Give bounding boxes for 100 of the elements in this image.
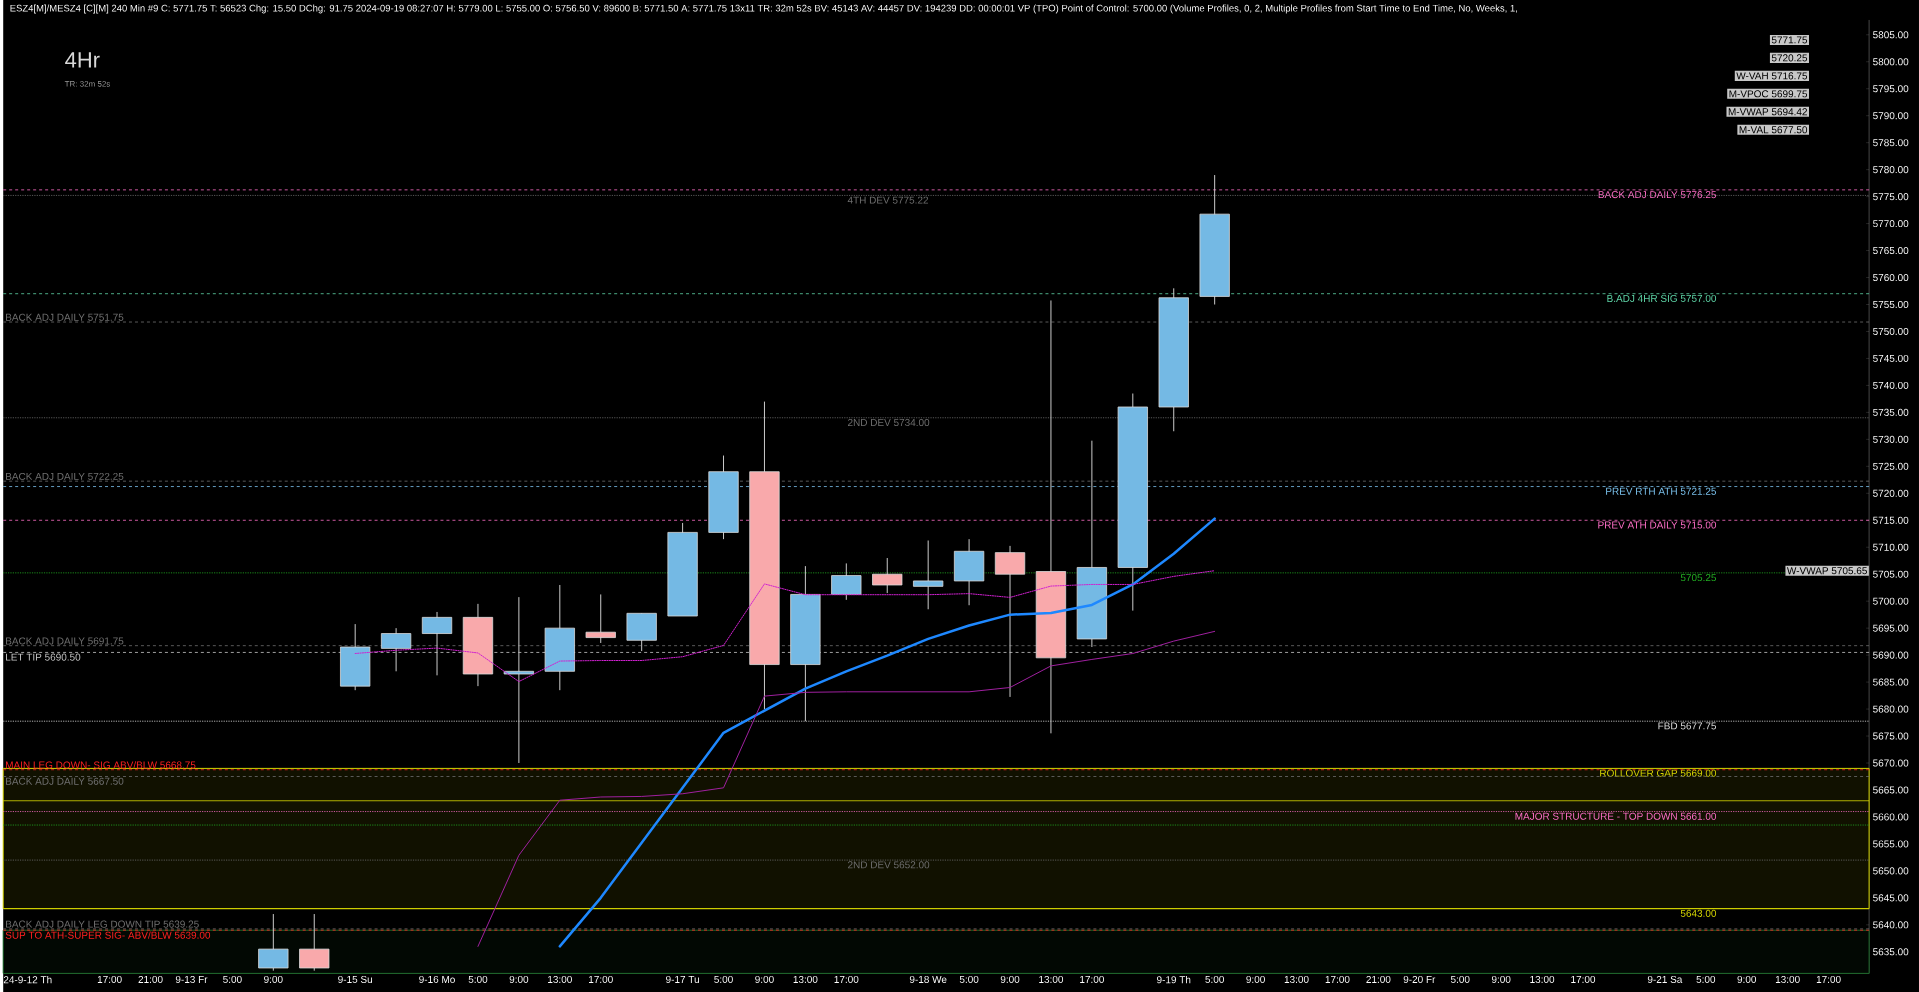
x-tick-label: 9:00 bbox=[755, 975, 774, 983]
y-tick-label: 5675.00 bbox=[1873, 732, 1909, 740]
annotation: M-VPOC 5699.75 bbox=[1729, 90, 1808, 98]
candlestick bbox=[913, 539, 944, 610]
y-tick-label: 5635.00 bbox=[1873, 948, 1909, 956]
y-tick-label: 5735.00 bbox=[1873, 408, 1909, 416]
x-tick-label: 5:00 bbox=[959, 975, 979, 983]
x-tick-label: 9:00 bbox=[264, 975, 283, 983]
x-tick-label: 13:00 bbox=[793, 975, 818, 983]
ref-line-label: 2ND DEV 5734.00 bbox=[848, 418, 930, 426]
x-tick-label: 5:00 bbox=[1450, 975, 1470, 983]
x-tick-label: 9-18 We bbox=[909, 975, 947, 983]
x-tick-label: 5:00 bbox=[714, 975, 733, 983]
x-tick-label: 9:00 bbox=[1246, 975, 1265, 983]
chart-title: ESZ4[M]/MESZ4 [C][M] 240 Min #9 C: 5771.75 T: 56523 Chg: 15.50 DChg: 91.75 2024-09-19 08:27:07 H: 5779.00 L: 5755.00 O: 5756.50 V: 89600 B: 5771.50 A: 5771.75 13x11 TR: 32m 52s BV: 45143 AV: 44457 DV: 194239 DD: 00:00:01 VP (TPO) Point of Control: 5700.00 (Volume Profiles, 0, 2, Multiple Profiles from Start Time to End Time, No, Weeks, 1, bbox=[10, 4, 1518, 14]
y-tick-label: 5705.00 bbox=[1873, 570, 1909, 578]
x-tick-label: 17:00 bbox=[1816, 975, 1841, 983]
y-tick-label: 5670.00 bbox=[1873, 759, 1909, 767]
ref-line-label: PREV ATH DAILY 5715.00 bbox=[1598, 521, 1717, 529]
y-tick-label: 5765.00 bbox=[1873, 246, 1909, 254]
x-tick-label: 9-20 Fr bbox=[1403, 975, 1436, 983]
y-tick-label: 5780.00 bbox=[1873, 165, 1909, 174]
y-tick-label: 5710.00 bbox=[1873, 543, 1909, 551]
ref-line-label: LET TIP 5690.50 bbox=[6, 653, 81, 661]
y-tick-label: 5745.00 bbox=[1873, 354, 1909, 362]
ref-line-label: BACK ADJ DAILY 5776.25 bbox=[1598, 190, 1717, 198]
x-tick-label: 5:00 bbox=[1205, 975, 1224, 983]
ref-line-label: 4TH DEV 5775.22 bbox=[847, 196, 929, 204]
y-tick-label: 5650.00 bbox=[1873, 867, 1909, 875]
x-tick-label: 5:00 bbox=[468, 975, 488, 983]
x-tick-label: 5:00 bbox=[1696, 975, 1716, 983]
y-tick-label: 5725.00 bbox=[1873, 462, 1909, 470]
y-tick-label: 5700.00 bbox=[1873, 597, 1909, 605]
ref-line-label: SUP TO ATH-SUPER SIG- ABV/BLW 5639.00 bbox=[5, 931, 211, 939]
x-tick-label: 17:00 bbox=[834, 975, 859, 983]
x-tick-label: 17:00 bbox=[1325, 975, 1350, 983]
ref-line-label: BACK ADJ DAILY 5667.50 bbox=[6, 777, 124, 785]
ref-line-label: MAIN LEG DOWN- SIG ABV/BLW 5668.75 bbox=[6, 761, 196, 769]
y-tick-label: 5795.00 bbox=[1873, 85, 1909, 93]
y-tick-label: 5645.00 bbox=[1873, 894, 1909, 902]
y-tick-label: 5665.00 bbox=[1873, 786, 1909, 794]
ref-line-label: FBD 5677.75 bbox=[1658, 722, 1717, 730]
ref-line-label: 2ND DEV 5652.00 bbox=[848, 861, 930, 869]
y-tick-label: 5730.00 bbox=[1873, 435, 1909, 443]
y-tick-label: 5680.00 bbox=[1873, 705, 1909, 713]
x-tick-label: 13:00 bbox=[1284, 975, 1309, 983]
ref-line-label: BACK ADJ DAILY 5722.25 bbox=[6, 472, 124, 480]
x-tick-label: 17:00 bbox=[589, 975, 613, 983]
y-tick-label: 5775.00 bbox=[1873, 192, 1909, 200]
x-tick-label: 5:00 bbox=[223, 975, 242, 983]
ref-line-label: PREV RTH ATH 5721.25 bbox=[1606, 487, 1717, 495]
y-tick-label: 5750.00 bbox=[1873, 327, 1909, 335]
annotation: M-VAL 5677.50 bbox=[1739, 126, 1808, 134]
candlestick bbox=[585, 593, 616, 644]
y-tick-label: 5770.00 bbox=[1873, 219, 1909, 227]
y-tick-label: 5715.00 bbox=[1873, 516, 1909, 524]
x-tick-label: 9:00 bbox=[1737, 975, 1757, 983]
x-tick-label: 9-19 Th bbox=[1157, 975, 1191, 984]
annotation: 5720.25 bbox=[1771, 54, 1808, 62]
y-tick-label: 5740.00 bbox=[1873, 381, 1909, 389]
y-tick-label: 5760.00 bbox=[1873, 273, 1909, 281]
y-tick-label: 5685.00 bbox=[1873, 678, 1909, 686]
y-tick-label: 5790.00 bbox=[1873, 112, 1909, 120]
x-tick-label: 24-9-12 Th bbox=[3, 975, 52, 984]
y-tick-label: 5655.00 bbox=[1873, 840, 1909, 848]
x-tick-label: 13:00 bbox=[1530, 975, 1555, 983]
text: 4Hr bbox=[65, 52, 100, 68]
x-tick-label: 21:00 bbox=[1366, 975, 1391, 983]
ref-line-label: 5705.25 bbox=[1680, 573, 1717, 581]
x-tick-label: 9-15 Su bbox=[338, 975, 372, 983]
y-tick-label: 5720.00 bbox=[1873, 489, 1909, 497]
x-tick-label: 9:00 bbox=[509, 975, 529, 983]
annotation: M-VWAP 5694.42 bbox=[1728, 108, 1807, 116]
y-tick-label: 5805.00 bbox=[1873, 31, 1909, 39]
x-tick-label: 9-21 Sa bbox=[1647, 975, 1683, 983]
y-tick-label: 5695.00 bbox=[1873, 624, 1909, 632]
band-label: ROLLOVER GAP 5669.00 bbox=[1600, 769, 1717, 777]
x-tick-label: 21:00 bbox=[138, 975, 163, 983]
x-tick-label: 9:00 bbox=[1491, 975, 1511, 983]
annotation: 5771.75 bbox=[1771, 36, 1808, 44]
ref-line-label: 5643.00 bbox=[1680, 909, 1717, 917]
ref-line-label: BACK ADJ DAILY LEG DOWN TIP 5639.25 bbox=[6, 920, 199, 928]
y-tick-label: 5800.00 bbox=[1873, 58, 1909, 66]
ref-line-label: BACK ADJ DAILY 5751.75 bbox=[6, 313, 124, 321]
y-tick-label: 5755.00 bbox=[1873, 300, 1909, 308]
x-tick-label: 13:00 bbox=[1039, 975, 1064, 983]
x-tick-label: 17:00 bbox=[1080, 975, 1104, 983]
x-tick-label: 13:00 bbox=[1775, 975, 1800, 983]
y-tick-label: 5660.00 bbox=[1873, 813, 1909, 821]
ref-line-label: MAJOR STRUCTURE - TOP DOWN 5661.00 bbox=[1515, 812, 1717, 820]
y-tick-label: 5690.00 bbox=[1873, 651, 1909, 659]
y-tick-label: 5640.00 bbox=[1873, 921, 1909, 929]
x-tick-label: 9-17 Tu bbox=[666, 975, 699, 983]
annotation: W-VWAP 5705.65 bbox=[1786, 567, 1867, 575]
y-tick-label: 5785.00 bbox=[1873, 138, 1909, 147]
x-tick-label: 9:00 bbox=[1000, 975, 1020, 983]
x-tick-label: 9-13 Fr bbox=[175, 975, 208, 983]
x-tick-label: 17:00 bbox=[97, 975, 122, 983]
annotation: W-VAH 5716.75 bbox=[1736, 72, 1808, 80]
x-tick-label: 17:00 bbox=[1571, 975, 1596, 983]
